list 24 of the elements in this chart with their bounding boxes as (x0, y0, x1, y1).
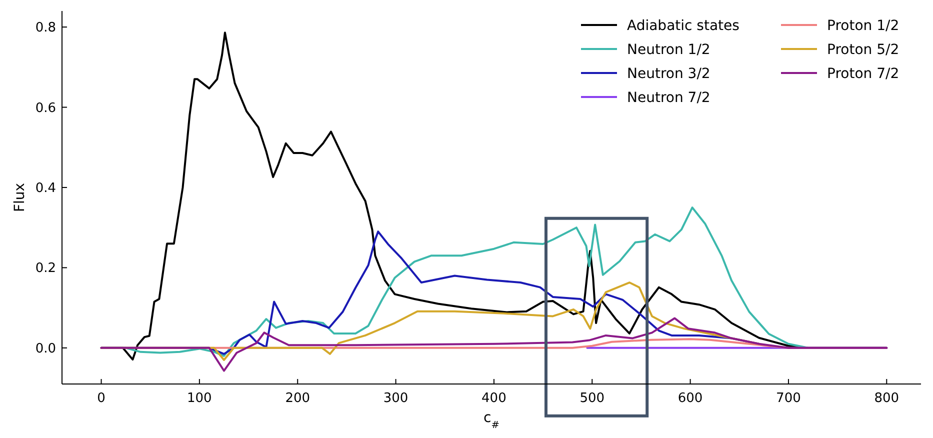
x-tick-label: 0 (97, 391, 106, 406)
legend-label: Proton 7/2 (827, 66, 900, 82)
x-axis-title: c$_{#}$ (484, 410, 500, 430)
legend-label: Proton 1/2 (827, 18, 900, 34)
y-tick-label: 0.8 (35, 20, 56, 36)
x-tick-label: 200 (285, 391, 310, 406)
legend-label: Proton 5/2 (827, 42, 900, 58)
y-axis-title: Flux (12, 182, 28, 212)
x-tick-label: 400 (482, 391, 506, 406)
y-tick-label: 0.2 (35, 261, 56, 276)
x-tick-label: 500 (580, 391, 605, 406)
y-tick-label: 0.0 (35, 341, 56, 356)
x-tick-label: 700 (776, 391, 801, 406)
y-tick-label: 0.6 (35, 100, 56, 116)
legend-label: Neutron 3/2 (627, 66, 710, 82)
legend-label: Neutron 1/2 (627, 42, 710, 58)
legend-label: Adiabatic states (627, 18, 740, 34)
x-tick-label: 600 (678, 391, 703, 406)
x-tick-label: 100 (187, 391, 212, 406)
x-tick-label: 800 (874, 391, 900, 406)
x-tick-label: 300 (383, 391, 408, 406)
legend-label: Neutron 7/2 (627, 90, 710, 106)
y-tick-label: 0.4 (35, 180, 56, 196)
line-series (100, 317, 888, 372)
